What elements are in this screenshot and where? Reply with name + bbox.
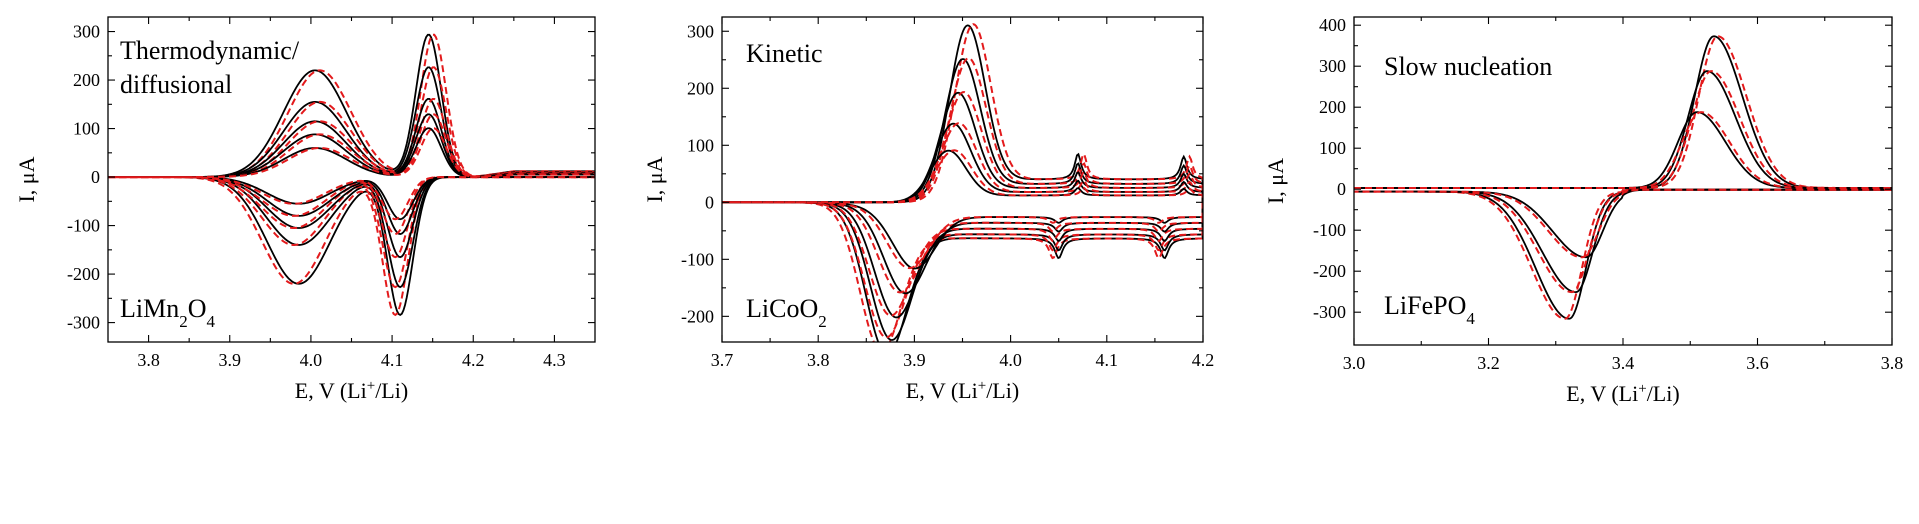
measured-curve-5 bbox=[108, 127, 595, 221]
material-label: LiFePO4 bbox=[1384, 291, 1475, 328]
measured-curve-2 bbox=[1354, 70, 1892, 294]
x-tick-label: 4.3 bbox=[543, 350, 566, 370]
y-tick-label: 100 bbox=[687, 135, 714, 155]
x-tick-label: 4.0 bbox=[999, 350, 1022, 370]
panel-lifepo4: 3.0 3.2 3.4 3.6 3.8 -300 -200 -100 0 100 200 300 400… bbox=[1263, 15, 1903, 406]
model-curve-2 bbox=[108, 66, 595, 289]
y-tick-label: 200 bbox=[1319, 97, 1346, 117]
x-tick-label: 3.7 bbox=[711, 350, 734, 370]
mechanism-label: Kinetic bbox=[746, 39, 823, 68]
y-axis-title: I, μA bbox=[14, 156, 39, 202]
y-axis-title: I, μA bbox=[642, 156, 667, 202]
y-tick-label: -100 bbox=[67, 216, 100, 236]
y-tick-label: 300 bbox=[1319, 56, 1346, 76]
y-tick-label: 0 bbox=[1337, 179, 1346, 199]
x-axis-title: E, V (Li+/Li) bbox=[906, 378, 1019, 403]
x-tick-label: 3.4 bbox=[1612, 353, 1635, 373]
model-curve-4 bbox=[722, 122, 1203, 294]
mechanism-label: Slow nucleation bbox=[1384, 52, 1552, 81]
measured-curve-3 bbox=[722, 91, 1203, 319]
x-axis-title: E, V (Li+/Li) bbox=[1566, 381, 1679, 406]
x-tick-label: 3.2 bbox=[1477, 353, 1500, 373]
y-tick-label: -200 bbox=[681, 306, 714, 326]
x-tick-label: 4.1 bbox=[381, 350, 404, 370]
panel-limn2o4: 3.8 3.9 4.0 4.1 4.2 4.3 -300 -200 -100 0 100 200 300… bbox=[14, 16, 596, 403]
model-curve-3 bbox=[1354, 111, 1892, 259]
y-tick-label: 0 bbox=[705, 192, 714, 212]
x-tick-label: 3.6 bbox=[1746, 353, 1769, 373]
model-curve-2 bbox=[1354, 70, 1892, 294]
measured-curve-5 bbox=[722, 149, 1203, 270]
measured-curve-4 bbox=[722, 122, 1203, 295]
x-tick-label: 3.9 bbox=[903, 350, 926, 370]
model-curve-5 bbox=[722, 149, 1203, 270]
x-tick-label: 4.2 bbox=[1192, 350, 1215, 370]
x-tick-label: 3.8 bbox=[1881, 353, 1904, 373]
x-tick-label: 3.8 bbox=[137, 350, 160, 370]
y-tick-label: 200 bbox=[687, 78, 714, 98]
y-tick-label: 200 bbox=[73, 70, 100, 90]
y-tick-label: 100 bbox=[73, 119, 100, 139]
y-axis-title: I, μA bbox=[1263, 158, 1288, 204]
panel-licoo2: 3.7 3.8 3.9 4.0 4.1 4.2 -200 -100 0 100 200 300 E, V… bbox=[642, 16, 1215, 403]
y-tick-label: -100 bbox=[681, 249, 714, 269]
y-tick-label: 300 bbox=[687, 21, 714, 41]
x-tick-label: 4.0 bbox=[300, 350, 323, 370]
y-tick-label: -300 bbox=[67, 313, 100, 333]
model-curve-1 bbox=[108, 33, 595, 317]
measured-curve-1 bbox=[108, 33, 595, 317]
x-tick-label: 3.8 bbox=[807, 350, 830, 370]
measured-curve-2 bbox=[108, 66, 595, 289]
measured-curve-4 bbox=[108, 113, 595, 235]
y-tick-label: 300 bbox=[73, 22, 100, 42]
mechanism-label: Thermodynamic/ bbox=[120, 36, 300, 65]
measured-curve-3 bbox=[1354, 111, 1892, 259]
x-tick-label: 4.2 bbox=[462, 350, 485, 370]
y-tick-label: -200 bbox=[67, 264, 100, 284]
material-label: LiMn2O4 bbox=[120, 294, 216, 331]
mechanism-label: diffusional bbox=[120, 70, 232, 99]
curves bbox=[1354, 35, 1892, 320]
y-tick-label: -100 bbox=[1313, 220, 1346, 240]
y-tick-label: 400 bbox=[1319, 15, 1346, 35]
curves bbox=[108, 33, 595, 317]
x-axis-title: E, V (Li+/Li) bbox=[295, 378, 408, 403]
x-tick-label: 4.1 bbox=[1096, 350, 1119, 370]
plot-frame bbox=[107, 16, 596, 343]
y-tick-label: 100 bbox=[1319, 138, 1346, 158]
x-tick-label: 3.9 bbox=[219, 350, 242, 370]
y-tick-label: -300 bbox=[1313, 302, 1346, 322]
material-label: LiCoO2 bbox=[746, 294, 827, 331]
y-tick-label: -200 bbox=[1313, 261, 1346, 281]
x-tick-label: 3.0 bbox=[1343, 353, 1366, 373]
y-tick-label: 0 bbox=[91, 167, 100, 187]
measured-curve-3 bbox=[108, 98, 595, 259]
